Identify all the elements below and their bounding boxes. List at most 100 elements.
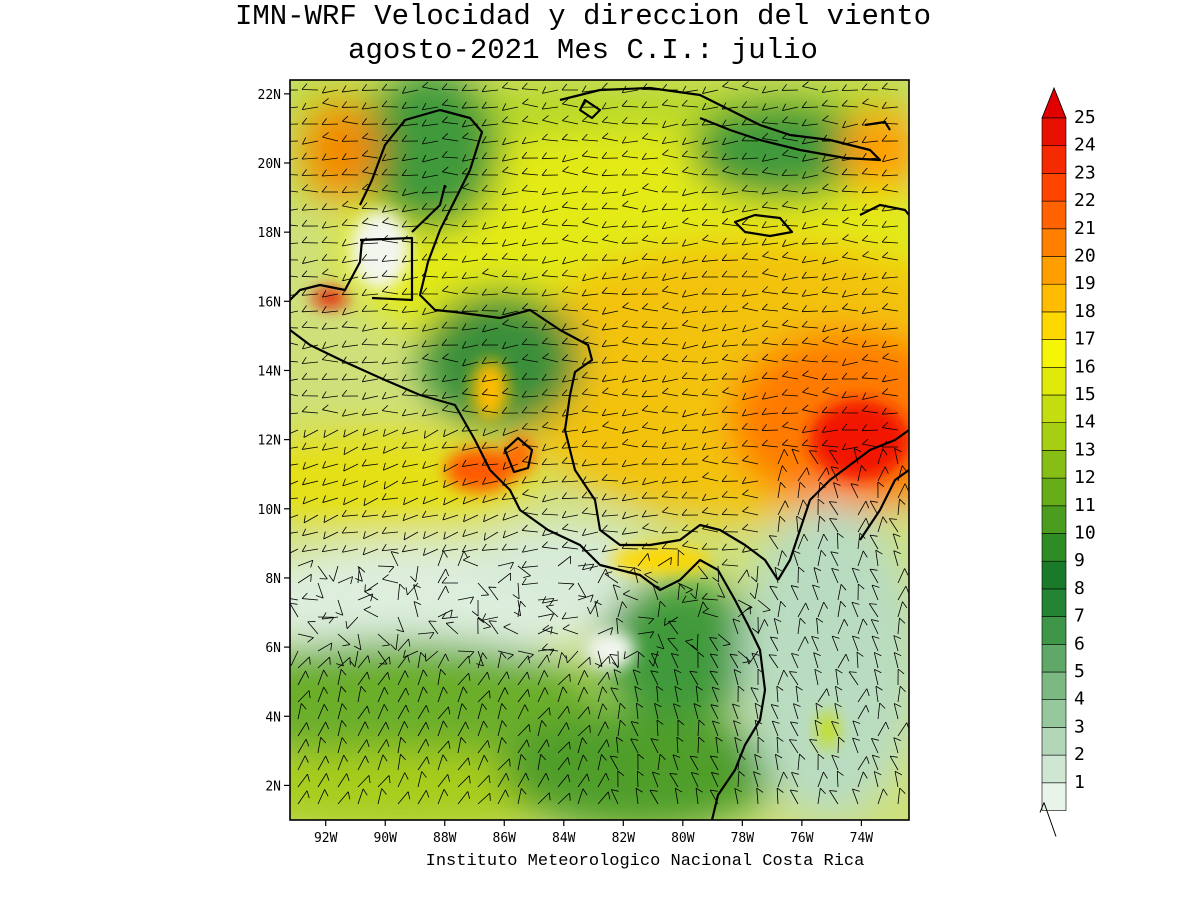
wind-barb	[817, 481, 826, 499]
wind-barb	[441, 304, 459, 312]
wind-barb	[841, 442, 859, 451]
wind-barb	[709, 670, 719, 686]
wind-barb	[321, 169, 339, 177]
wind-barb	[462, 183, 479, 193]
wind-barb	[502, 341, 519, 350]
wind-barb	[462, 529, 479, 538]
wind-barb	[893, 635, 901, 652]
wind-barb	[702, 455, 719, 465]
wind-barb	[341, 135, 359, 142]
wind-barb	[874, 669, 882, 686]
wind-barb	[817, 533, 828, 550]
wind-barb	[461, 405, 479, 414]
wind-barb	[636, 770, 644, 788]
wind-barb	[662, 302, 679, 312]
wind-barb	[733, 720, 741, 737]
wind-barb	[541, 323, 559, 331]
colorbar-label: 11	[1074, 495, 1096, 516]
colorbar-swatch	[1041, 450, 1067, 479]
wind-barb	[852, 720, 861, 737]
wind-barb	[837, 736, 845, 754]
wind-barb	[501, 187, 519, 196]
wind-barb	[817, 771, 828, 788]
wind-barb	[301, 169, 319, 176]
wind-barb	[502, 387, 519, 397]
wind-barb	[737, 753, 746, 771]
wind-barb	[363, 497, 379, 507]
wind-barb	[362, 392, 379, 400]
colorbar-swatch	[1041, 422, 1067, 451]
wind-barb	[441, 611, 459, 619]
wind-barb	[597, 791, 611, 805]
wind-barb	[302, 477, 319, 486]
lon-tick-label: 88W	[433, 831, 457, 846]
longitude-axis: 92W 90W 88W 86W 84W 82W 80W 78W 76W 74W	[314, 820, 873, 846]
wind-barb	[413, 584, 421, 601]
wind-barb	[637, 631, 655, 639]
wind-barb	[661, 167, 679, 176]
colorbar-label: 16	[1074, 356, 1096, 377]
colorbar-label: 3	[1074, 716, 1085, 737]
wind-barb	[541, 373, 559, 381]
wind-barb	[661, 490, 679, 499]
wind-barb	[417, 651, 427, 669]
wind-barb	[761, 238, 779, 246]
wind-barb	[813, 652, 821, 669]
wind-barb	[337, 633, 351, 647]
wind-barb	[301, 288, 319, 296]
wind-barb	[601, 102, 619, 110]
wind-barb	[881, 117, 899, 125]
wind-barb	[897, 668, 905, 686]
wind-barb	[897, 787, 906, 805]
credit-text: Instituto Meteorologico Nacional Costa R…	[425, 852, 865, 871]
wind-barb	[681, 491, 699, 499]
wind-barb	[581, 303, 599, 312]
wind-barb	[301, 83, 319, 91]
wind-barb	[721, 102, 739, 110]
wind-barb	[341, 219, 359, 227]
wind-barb	[637, 616, 655, 625]
wind-barb	[701, 340, 719, 349]
wind-barb	[641, 337, 659, 346]
wind-barb	[521, 439, 539, 448]
wind-barb	[317, 721, 329, 737]
wind-barb	[801, 289, 819, 297]
wind-barb	[541, 541, 559, 550]
wind-barb	[361, 84, 379, 91]
wind-barb	[897, 685, 906, 703]
wind-barb	[601, 323, 619, 331]
colorbar-label: 21	[1074, 218, 1096, 239]
wind-barb	[877, 481, 885, 499]
wind-barb	[581, 357, 599, 365]
wind-barb	[601, 544, 619, 553]
wind-barb	[750, 565, 759, 583]
wind-barb	[441, 204, 459, 212]
wind-barb	[321, 221, 339, 229]
wind-barb	[617, 565, 635, 574]
wind-barb	[676, 736, 684, 754]
wind-barb	[421, 236, 439, 244]
wind-barbs	[290, 81, 909, 805]
wind-barb	[702, 472, 719, 482]
wind-barb	[441, 321, 459, 329]
wind-barb	[541, 269, 559, 278]
wind-barb	[343, 429, 359, 438]
wind-barb	[482, 268, 499, 278]
wind-barb	[577, 706, 591, 720]
wind-barb	[897, 617, 906, 635]
wind-barb	[857, 704, 870, 720]
wind-barb	[821, 425, 839, 433]
colorbar-label: 4	[1074, 689, 1085, 710]
wind-barb	[441, 441, 459, 449]
wind-barb	[362, 547, 379, 556]
colorbar-label: 24	[1074, 135, 1096, 156]
wind-barb	[761, 392, 779, 400]
wind-barb	[443, 480, 459, 489]
wind-barb	[817, 688, 830, 703]
wind-barb	[541, 458, 559, 466]
wind-barb	[290, 89, 299, 91]
wind-barb	[341, 526, 359, 534]
wind-barb	[290, 293, 299, 296]
wind-barb	[521, 287, 539, 295]
wind-barb	[892, 533, 901, 550]
